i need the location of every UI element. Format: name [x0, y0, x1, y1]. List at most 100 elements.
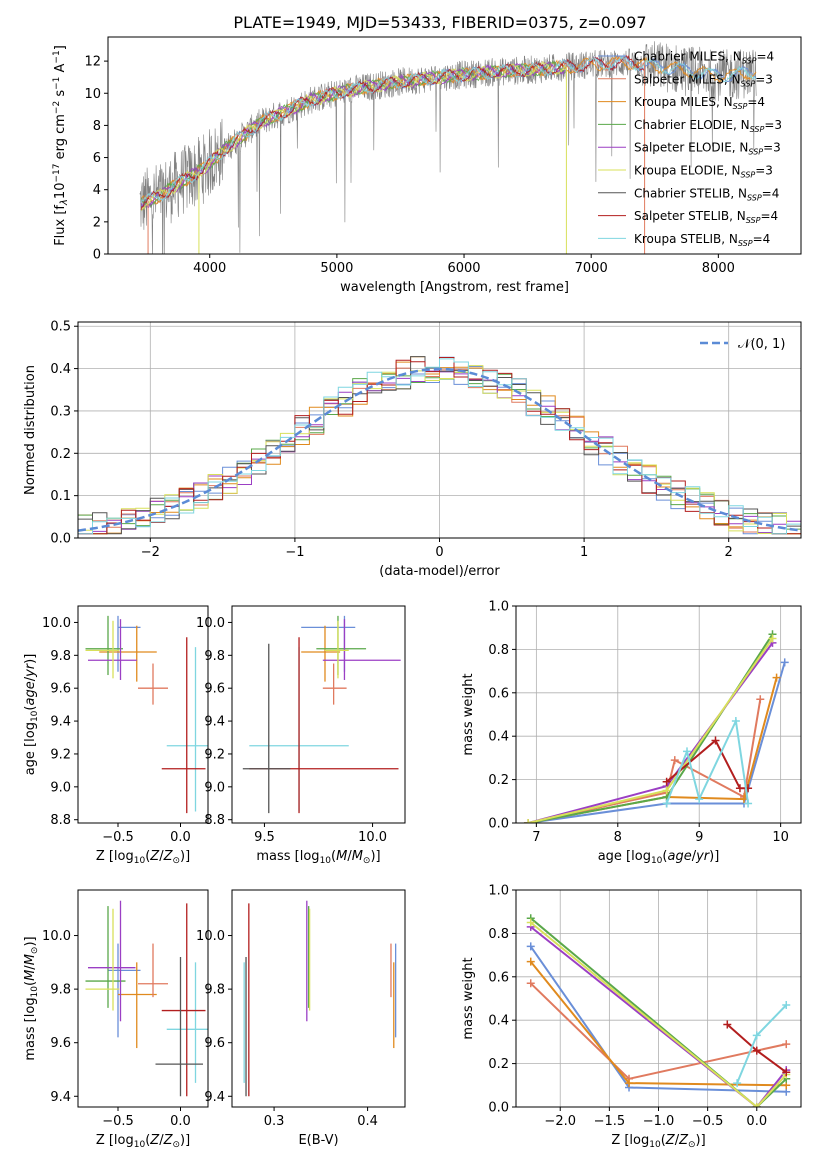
x-axis-label: Z [log10(Z/Z⊙)]	[96, 1133, 190, 1150]
x-tick-label: 7000	[575, 261, 608, 276]
y-tick-label: 0.5	[50, 320, 71, 335]
y-tick-label: 12	[84, 55, 101, 70]
y-tick-label: 0.0	[50, 532, 71, 547]
weight-point-marker	[782, 1040, 791, 1049]
y-tick-label: 9.8	[50, 983, 71, 998]
y-tick-label: 0.8	[488, 643, 509, 658]
mass-weight-vs-age-panel: 7 8 9 10 0.0 0.2 0.4 0.6 0.8 1.0 age [log10(age/yr…	[461, 600, 802, 866]
x-tick-label: 0.0	[170, 1114, 191, 1129]
y-tick-label: 0.0	[488, 1101, 509, 1116]
weight-point-marker	[782, 1068, 791, 1077]
weight-point-marker	[752, 1031, 761, 1040]
weight-point-marker	[772, 673, 781, 682]
y-tick-label: 0.3	[50, 404, 71, 419]
x-tick-label: 0.4	[357, 1114, 378, 1129]
plot-area	[243, 900, 397, 1097]
weight-point-marker	[756, 695, 765, 704]
y-tick-label: 9.8	[50, 649, 71, 664]
weight-point-marker	[752, 1103, 761, 1107]
x-tick-label: 6000	[447, 261, 480, 276]
y-axis-label: mass weight	[461, 957, 476, 1039]
y-tick-label: 6	[93, 151, 101, 166]
axes-frame	[515, 605, 802, 824]
weight-series-line	[665, 738, 749, 790]
x-tick-label: 10	[772, 830, 789, 845]
x-tick-label: 0.3	[264, 1114, 285, 1129]
plot-area	[524, 630, 789, 823]
legend-entry: Kroupa STELIB, NSSP=4	[634, 232, 770, 248]
y-tick-label: 9.2	[204, 747, 225, 762]
x-tick-label: −0.5	[692, 1114, 724, 1129]
y-tick-label: 0	[93, 248, 101, 263]
y-tick-label: 0.4	[488, 1014, 509, 1029]
weight-point-marker	[670, 756, 679, 765]
y-tick-label: 9.4	[50, 715, 71, 730]
mass-vs-extinction-panel: 0.3 0.4 9.4 9.6 9.8 10.0 E(B-V)	[196, 889, 406, 1148]
y-tick-label: 10.0	[42, 616, 71, 631]
weight-point-marker	[526, 942, 535, 951]
histogram-legend: 𝒩(0, 1)	[700, 337, 785, 352]
legend-entry: Kroupa MILES, NSSP=4	[634, 95, 765, 111]
axes-frame	[77, 605, 209, 824]
y-tick-label: 0.6	[488, 686, 509, 701]
age-vs-mass-panel: 9.5 10.0 8.8 9.0 9.2 9.4 9.6 9.8 10.0 mass [log10…	[196, 605, 406, 866]
x-tick-label: 4000	[193, 261, 226, 276]
x-tick-label: 0	[435, 545, 443, 560]
x-tick-label: −0.5	[102, 1114, 134, 1129]
x-tick-label: 9.5	[254, 830, 275, 845]
weight-point-marker	[695, 795, 704, 804]
x-tick-label: 0.0	[746, 1114, 767, 1129]
y-tick-label: 2	[93, 215, 101, 230]
legend-entry: Chabrier MILES, NSSP=4	[634, 50, 774, 66]
y-tick-label: 9.4	[204, 715, 225, 730]
x-tick-label: 1	[580, 545, 588, 560]
weight-point-marker	[768, 634, 777, 643]
weight-point-marker	[735, 784, 744, 793]
legend-entry: Chabrier STELIB, NSSP=4	[634, 186, 779, 202]
axes-frame	[107, 36, 802, 255]
y-tick-label: 10.0	[42, 929, 71, 944]
histogram-step-line	[78, 365, 801, 535]
x-axis-label: (data-model)/error	[379, 564, 500, 579]
weight-series-line	[530, 926, 788, 1107]
x-tick-label: 8000	[702, 261, 735, 276]
weight-series-line	[527, 637, 774, 823]
x-axis-label: wavelength [Angstrom, rest frame]	[340, 280, 569, 295]
mass-vs-metallicity-panel: −0.5 0.0 9.4 9.6 9.8 10.0 Z [log10(Z/Z⊙)] mass …	[23, 889, 209, 1150]
plot-area	[526, 914, 791, 1107]
y-tick-label: 9.6	[50, 682, 71, 697]
y-tick-label: 9.6	[204, 1036, 225, 1051]
axes-frame	[77, 321, 802, 539]
mass-weight-vs-metallicity-panel: −2.0 −1.5 −1.0 −0.5 0.0 0.0 0.2 0.4 0.6 0.8 1.0 Z […	[461, 884, 802, 1150]
x-tick-label: 2	[725, 545, 733, 560]
weight-point-marker	[683, 747, 691, 756]
weight-point-marker	[731, 717, 740, 726]
y-axis-label: age [log10(age/yr)]	[23, 654, 40, 776]
y-tick-label: 9.0	[50, 780, 71, 795]
weight-series-line	[528, 662, 786, 823]
y-tick-label: 0.2	[488, 773, 509, 788]
x-tick-label: −1	[285, 545, 304, 560]
x-axis-label: Z [log10(Z/Z⊙)]	[96, 849, 190, 866]
y-tick-label: 10.0	[196, 929, 225, 944]
spectrum-legend: Chabrier MILES, NSSP=4 Salpeter MILES, NS…	[598, 50, 782, 248]
y-tick-label: 0.4	[50, 362, 71, 377]
y-tick-label: 4	[93, 183, 101, 198]
spectrum-panel: 4000 5000 6000 7000 8000 0 2 4 6 8 10 12 wavelength …	[52, 36, 802, 295]
y-tick-label: 0.8	[488, 927, 509, 942]
y-tick-label: 8.8	[50, 813, 71, 828]
weight-series-line	[530, 917, 787, 1107]
y-tick-label: 9.4	[204, 1090, 225, 1105]
x-tick-label: 9	[695, 830, 703, 845]
y-axis-label: Normed distribution	[23, 365, 38, 495]
observed-spectrum-line	[139, 41, 757, 254]
y-tick-label: 9.2	[50, 747, 71, 762]
x-axis-label: age [log10(age/yr)]	[598, 849, 720, 866]
plot-area	[78, 356, 801, 535]
weight-point-marker	[711, 736, 720, 745]
legend-entry: Salpeter MILES, NSSP=3	[634, 72, 773, 88]
legend-entry: Kroupa ELODIE, NSSP=3	[634, 164, 773, 180]
weight-point-marker	[733, 1079, 742, 1088]
x-axis-label: mass [log10(M/M⊙)]	[256, 849, 380, 866]
